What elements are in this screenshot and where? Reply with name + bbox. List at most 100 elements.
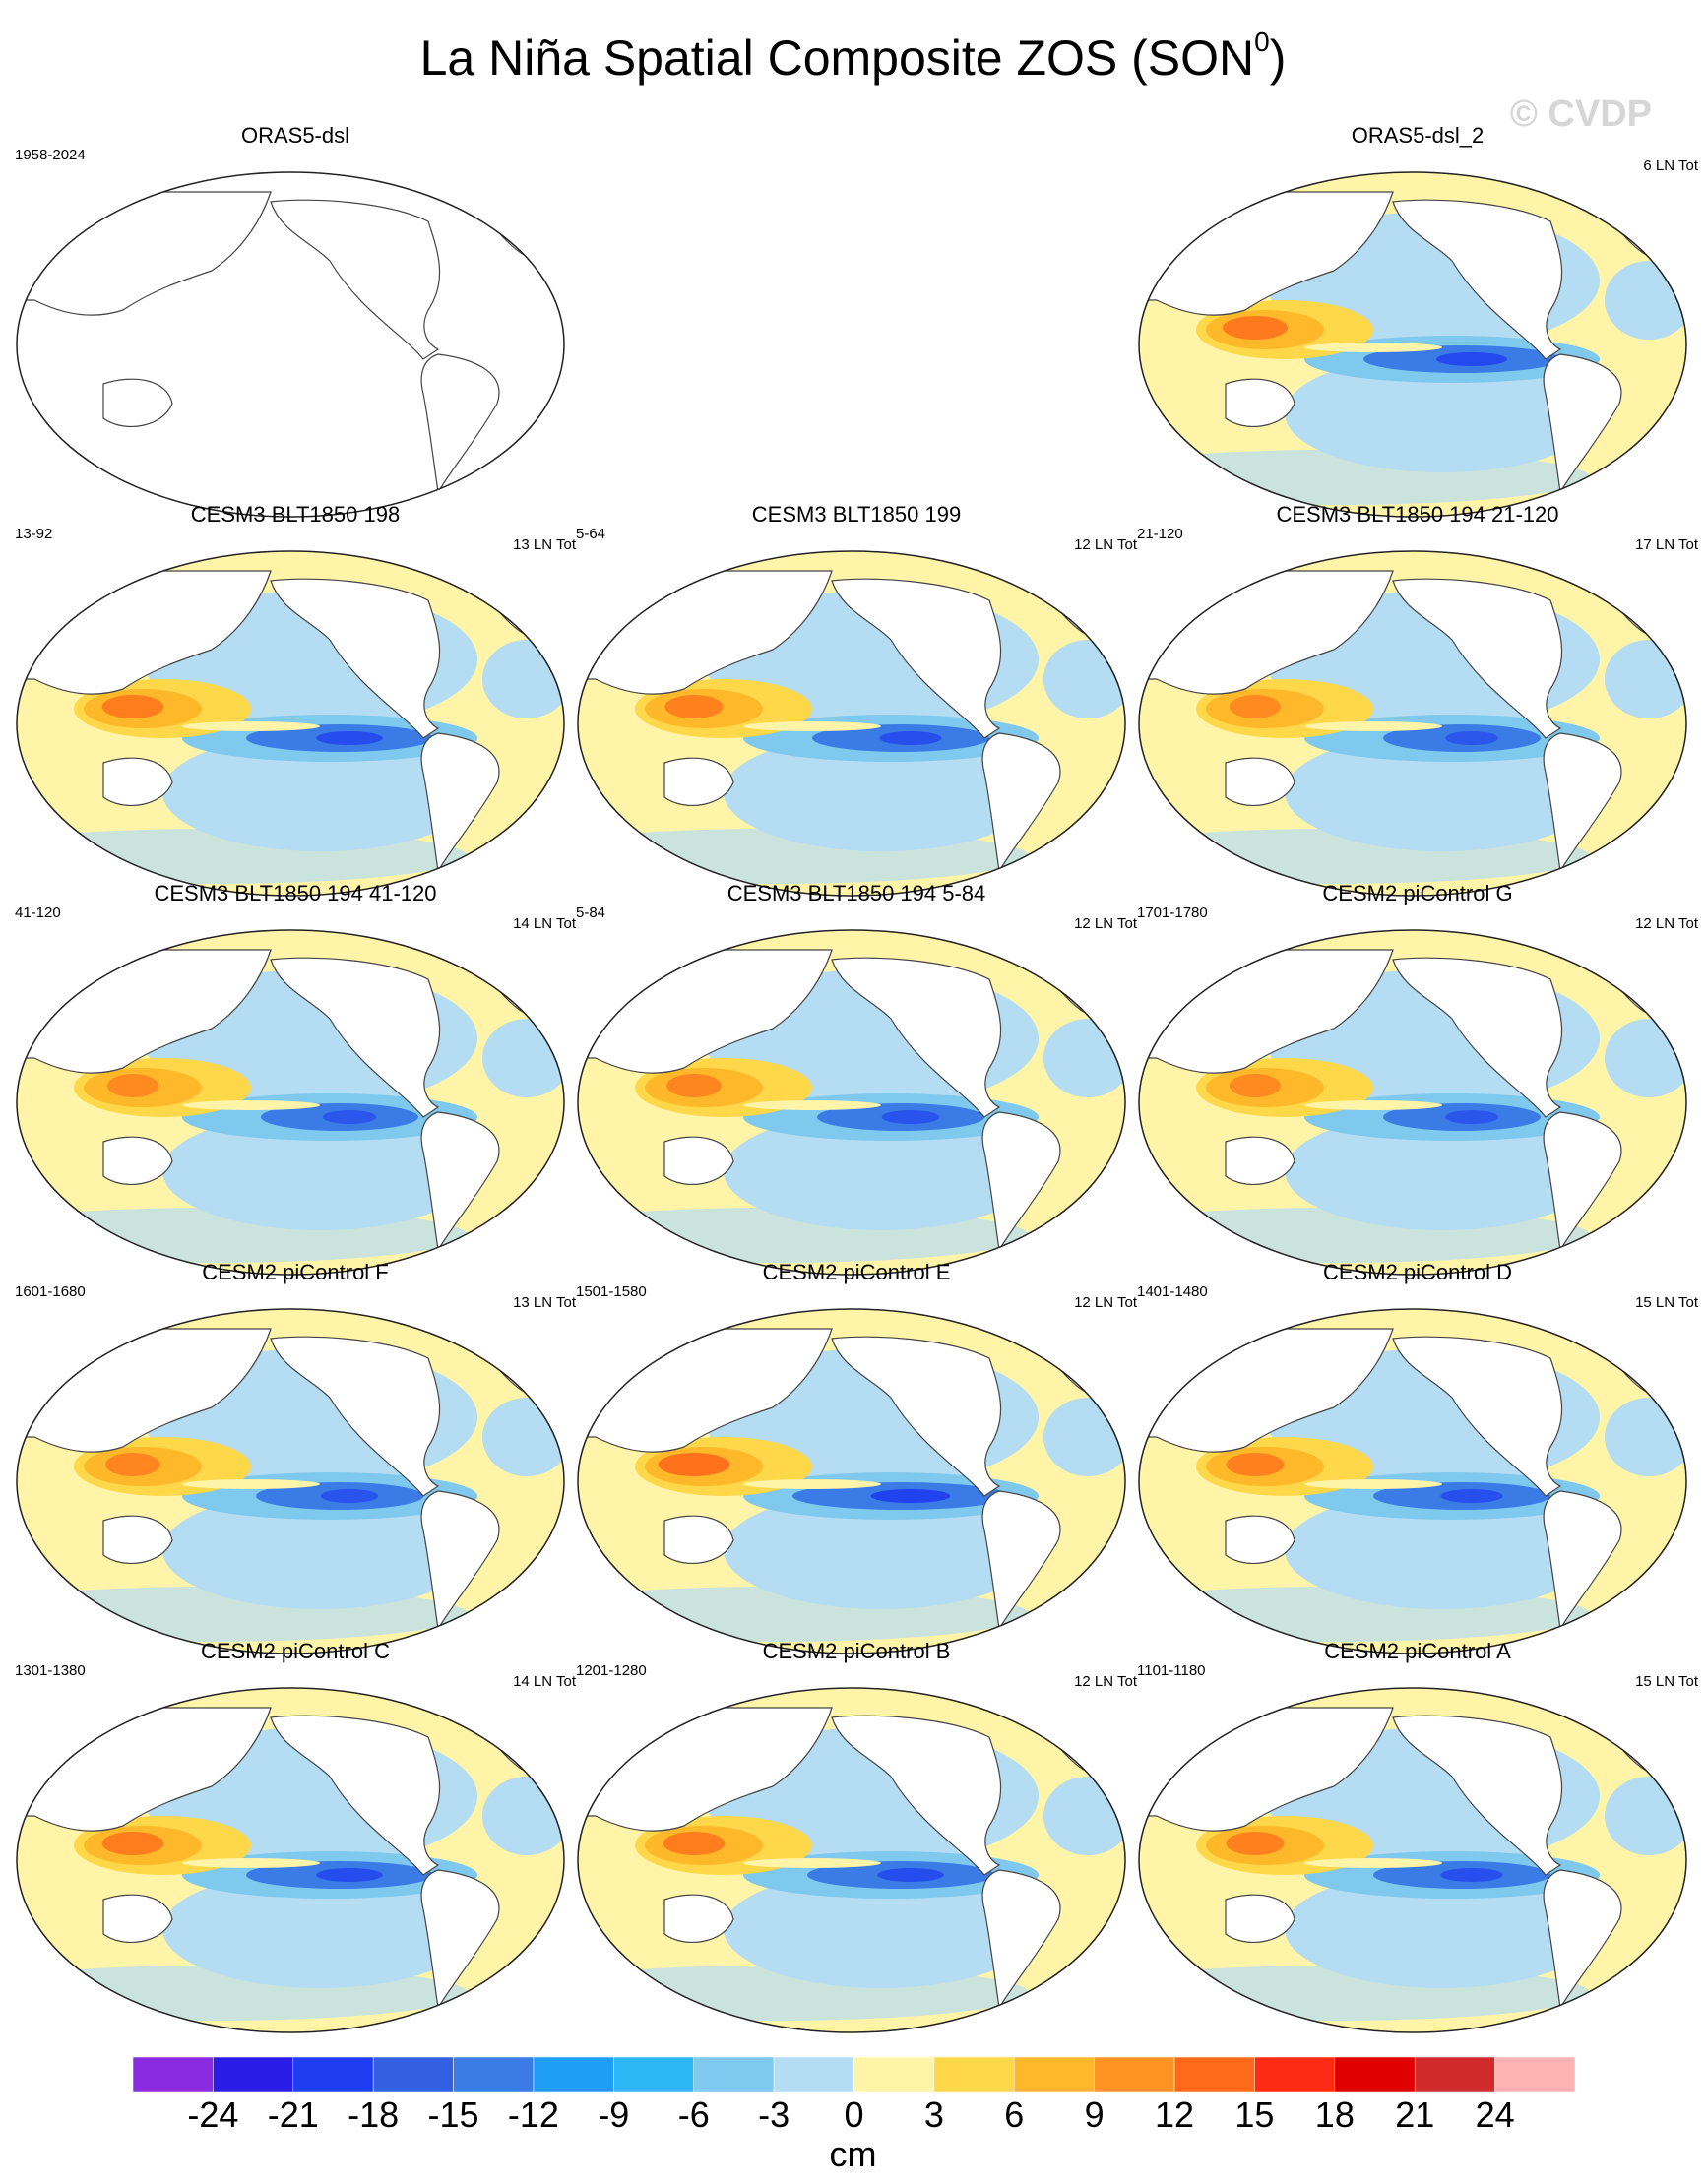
panel-title: CESM3 BLT1850 199 — [751, 502, 962, 527]
off-equatorial-ridge — [1304, 1100, 1442, 1110]
panel-title: CESM3 BLT1850 194 41-120 — [154, 881, 437, 905]
colorbar-box — [1173, 2057, 1255, 2092]
panel-title: CESM3 BLT1850 194 21-120 — [1276, 502, 1559, 527]
robinson-map — [1138, 550, 1687, 897]
panel-event-count: 13 LN Tot — [513, 536, 576, 553]
panel-title: ORAS5-dsl — [240, 123, 350, 148]
colorbar-tick-label: 6 — [1004, 2094, 1025, 2135]
colorbar-tick-label: -3 — [758, 2094, 790, 2135]
north-america — [831, 957, 1002, 1118]
south-pacific-negative — [162, 1491, 477, 1609]
panel-event-count: 12 LN Tot — [1074, 915, 1137, 932]
panel-title: CESM2 piControl G — [1322, 881, 1513, 905]
off-equatorial-ridge — [1304, 1479, 1442, 1489]
north-america — [1392, 1715, 1563, 1876]
robinson-map — [16, 929, 565, 1276]
map-border — [1138, 171, 1687, 518]
figure-title-superscript: 0 — [1254, 27, 1270, 58]
cold-tongue-core — [316, 1868, 383, 1882]
south-pacific-negative — [1285, 1870, 1600, 1988]
north-america — [1392, 578, 1563, 739]
map-panel: CESM2 piControl D 1401-1480 15 LN Tot — [1137, 1260, 1698, 1654]
colorbar-tick-label: 0 — [844, 2094, 864, 2135]
warm-pool-core — [1226, 1832, 1285, 1855]
australia — [1225, 1894, 1295, 1943]
colorbar-box — [613, 2057, 694, 2092]
panel-event-count: 12 LN Tot — [1074, 1673, 1137, 1690]
colorbar-box — [213, 2057, 294, 2092]
panel-years: 1201-1280 — [576, 1662, 647, 1679]
cold-tongue-core — [1440, 1489, 1503, 1503]
panel-years: 1401-1480 — [1137, 1283, 1208, 1300]
north-america — [270, 578, 441, 739]
colorbar — [133, 2057, 1575, 2092]
figure-title-text: La Niña Spatial Composite ZOS (SON — [419, 31, 1255, 86]
warm-pool-core — [107, 1074, 158, 1097]
panel-years: 1301-1380 — [15, 1662, 86, 1679]
panel-years: 1701-1780 — [1137, 905, 1208, 921]
panel-title: CESM2 piControl A — [1324, 1639, 1511, 1663]
map-border — [577, 929, 1126, 1276]
colorbar-ticks: -24 -21 -18 -15 -12 -9 -6 -3 0 3 6 9 12 15 18 21 24 — [0, 2094, 1706, 2144]
colorbar-box — [1414, 2057, 1495, 2092]
panel-years: 1101-1180 — [1137, 1662, 1206, 1679]
south-pacific-negative — [724, 733, 1039, 851]
colorbar-box — [933, 2057, 1015, 2092]
colorbar-box — [453, 2057, 535, 2092]
panel-years: 5-64 — [576, 526, 606, 542]
south-pacific-negative — [724, 1112, 1039, 1230]
off-equatorial-ridge — [182, 1858, 320, 1868]
panel-title: CESM2 piControl C — [201, 1639, 390, 1663]
cold-tongue-core — [879, 731, 942, 745]
australia — [102, 757, 173, 806]
off-equatorial-ridge — [743, 721, 881, 731]
map-border — [1138, 1687, 1687, 2033]
panel-title: ORAS5-dsl_2 — [1351, 123, 1485, 148]
warm-pool-core — [101, 1832, 164, 1855]
australia — [1225, 1136, 1295, 1185]
watermark: © CVDP — [1509, 94, 1652, 135]
panel-title: CESM2 piControl E — [762, 1260, 951, 1284]
colorbar-box — [853, 2057, 935, 2092]
robinson-map — [577, 1687, 1126, 2033]
panel-title: CESM2 piControl D — [1323, 1260, 1512, 1284]
warm-pool-core — [1230, 1074, 1281, 1097]
colorbar-tick-label: 12 — [1155, 2094, 1195, 2135]
robinson-map — [1138, 171, 1687, 518]
map-border — [577, 550, 1126, 897]
off-equatorial-ridge — [1304, 1858, 1442, 1868]
warm-pool-core — [663, 1832, 726, 1855]
warm-pool-core — [1226, 1453, 1285, 1476]
south-pacific-negative — [1285, 1491, 1600, 1609]
north-america — [831, 1715, 1002, 1876]
australia — [1225, 378, 1295, 427]
colorbar-box — [1334, 2057, 1416, 2092]
cold-tongue-core — [323, 1110, 376, 1124]
map-panel: CESM3 BLT1850 198 13-92 13 LN Tot — [15, 502, 576, 897]
panel-years: 5-84 — [576, 905, 606, 921]
map-border — [1138, 1308, 1687, 1654]
panel-title: CESM2 piControl F — [202, 1260, 389, 1284]
map-panel: CESM3 BLT1850 194 5-84 5-84 12 LN Tot — [576, 881, 1137, 1276]
colorbar-box — [693, 2057, 775, 2092]
warm-pool-core — [105, 1453, 160, 1476]
figure-title-close: ) — [1269, 31, 1287, 86]
cold-tongue-core — [877, 1868, 944, 1882]
colorbar-tick-label: -21 — [267, 2094, 319, 2135]
north-america — [270, 957, 441, 1118]
robinson-map — [16, 1687, 565, 2033]
north-america — [270, 1715, 441, 1876]
map-panel: CESM2 piControl B 1201-1280 12 LN Tot — [576, 1639, 1137, 2033]
panel-title: CESM2 piControl B — [762, 1639, 951, 1663]
panel-years: 21-120 — [1137, 526, 1183, 542]
colorbar-tick-label: -15 — [427, 2094, 479, 2135]
map-border — [1138, 550, 1687, 897]
australia — [1225, 757, 1295, 806]
colorbar-tick-label: -9 — [598, 2094, 630, 2135]
australia — [663, 757, 734, 806]
panel-event-count: 15 LN Tot — [1635, 1673, 1698, 1690]
colorbar-tick-label: 15 — [1234, 2094, 1275, 2135]
cold-tongue-core — [320, 1489, 379, 1503]
colorbar-unit: cm — [829, 2134, 877, 2174]
colorbar-tick-label: 24 — [1475, 2094, 1515, 2135]
